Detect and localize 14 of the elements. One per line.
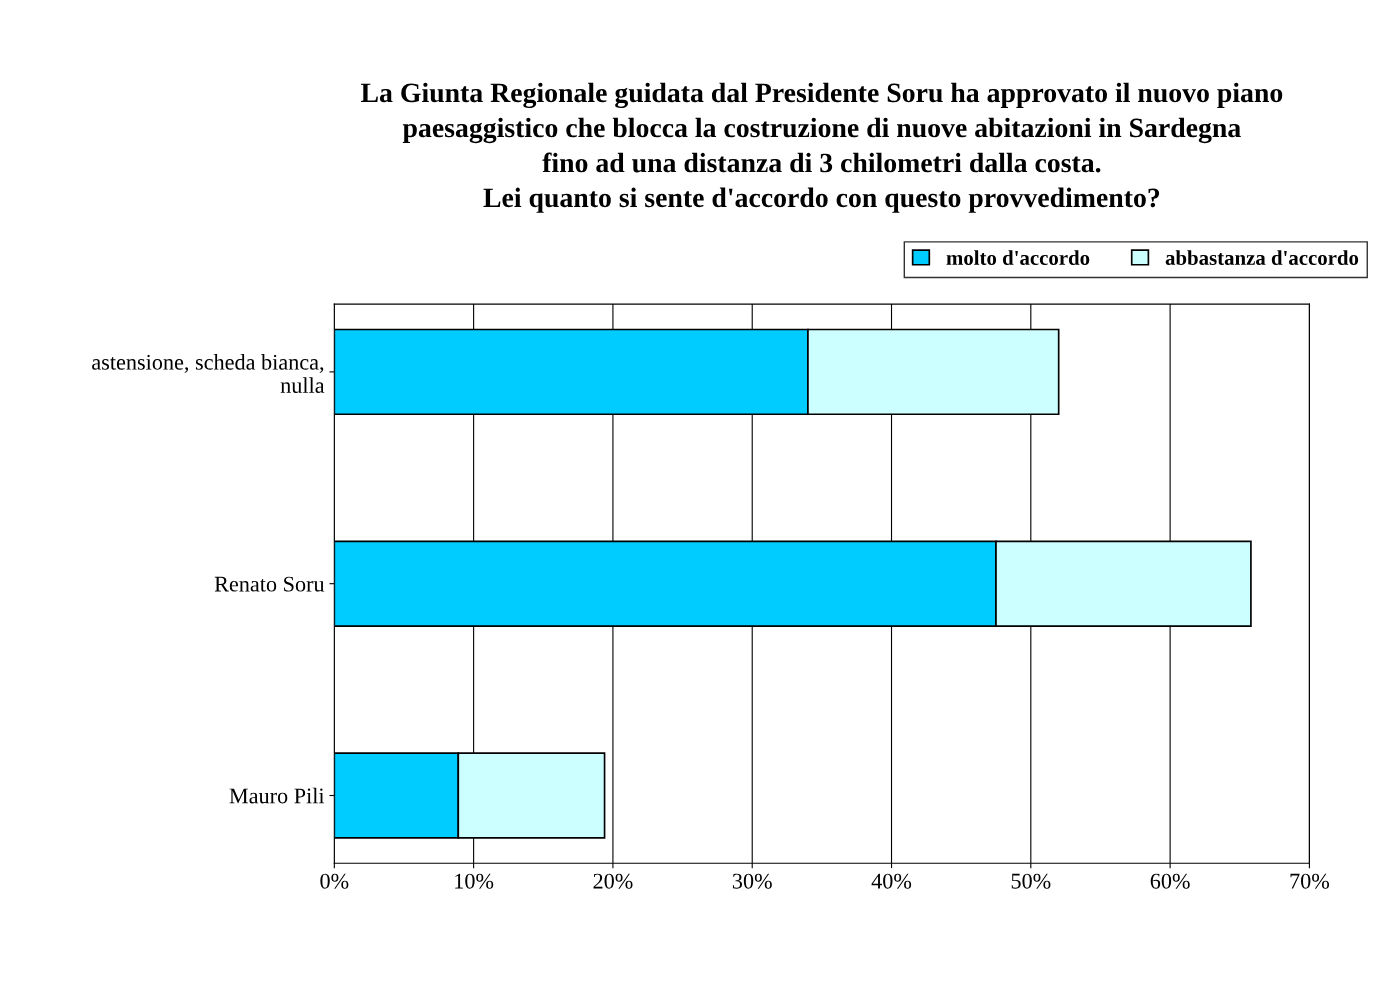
x-tick-label: 10% [455, 873, 494, 889]
x-tick-label: 20% [593, 873, 633, 889]
x-tick-label: 70% [1290, 873, 1330, 889]
x-tick-label: 50% [1011, 873, 1051, 889]
y-tick-label: Renato Soru [214, 576, 325, 592]
y-tick-label: astensione, scheda bianca, nulla [92, 354, 325, 393]
x-tick-label: 40% [871, 873, 912, 889]
legend-label: molto d'accordo [946, 250, 1090, 265]
chart-title: La Giunta Regionale guidata dal Presidente Soru ha approvato il nuovo piano paesaggistico che blocca la costruzione di nuove abitazioni in Sardegna fino ad una distanza di 3 chilometri dalla costa. Lei quanto si sente d'accordo con questo provvedimento? [360, 82, 1283, 213]
x-tick-label: 0% [320, 873, 349, 889]
y-tick-label: Mauro Pili [229, 787, 325, 804]
legend-label: abbastanza d'accordo [1165, 250, 1359, 265]
x-tick-label: 30% [732, 873, 772, 889]
x-tick-label: 60% [1150, 873, 1190, 889]
